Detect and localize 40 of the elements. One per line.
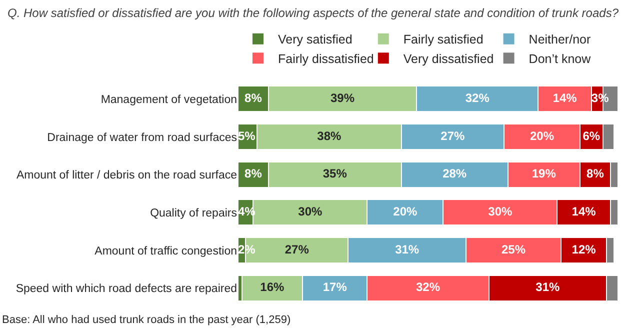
data-label: 38% [317, 128, 342, 143]
y-tick-label: Quality of repairs [150, 207, 238, 220]
data-label: 16% [260, 280, 285, 294]
y-tick-label: Amount of litter / debris on the road surface [16, 170, 237, 182]
data-label: 32% [416, 280, 440, 294]
data-label: 20% [530, 128, 554, 143]
data-label: 25% [501, 242, 526, 256]
y-tick-label: Drainage of water from road surfaces [47, 132, 238, 144]
data-label: 14% [552, 90, 578, 105]
legend-label: Fairly satisfied [403, 32, 484, 47]
legend-label: Neither/nor [528, 32, 591, 47]
data-label: 30% [488, 204, 513, 218]
y-tick-label: Speed with which road defects are repaired [16, 283, 237, 296]
legend-label: Very satisfied [278, 32, 352, 47]
data-label: 20% [393, 204, 418, 218]
data-label: 19% [532, 166, 556, 181]
data-label: 14% [572, 204, 596, 218]
data-label: 8% [244, 90, 262, 105]
text: Base: All who had used trunk roads in the past year (1,259) [2, 314, 291, 326]
data-label: 31% [536, 280, 560, 294]
y-tick-label: Amount of traffic congestion [94, 245, 237, 258]
data-label: 39% [330, 90, 355, 105]
data-label: 27% [284, 242, 310, 256]
data-label: 27% [440, 128, 466, 143]
chart-title: Q. How satisfied or dissatisfied are you with the following aspects of the general state and condition of trunk roads? [7, 6, 619, 20]
data-label: 8% [244, 166, 262, 181]
data-label: 6% [582, 128, 600, 143]
data-label: 28% [442, 166, 467, 181]
legend-label: Fairly dissatisfied [278, 52, 374, 66]
data-label: 8% [586, 166, 604, 181]
legend-label: Very dissatisfied [403, 52, 494, 66]
data-label: 35% [322, 166, 348, 181]
data-label: 17% [322, 280, 348, 294]
data-label: 12% [572, 242, 596, 256]
data-label: 31% [395, 242, 420, 256]
data-label: 5% [238, 128, 256, 143]
legend-label: Don’t know [528, 52, 592, 66]
data-label: 30% [298, 204, 323, 218]
data-label: 32% [465, 90, 490, 105]
y-tick-label: Management of vegetation [100, 94, 237, 106]
